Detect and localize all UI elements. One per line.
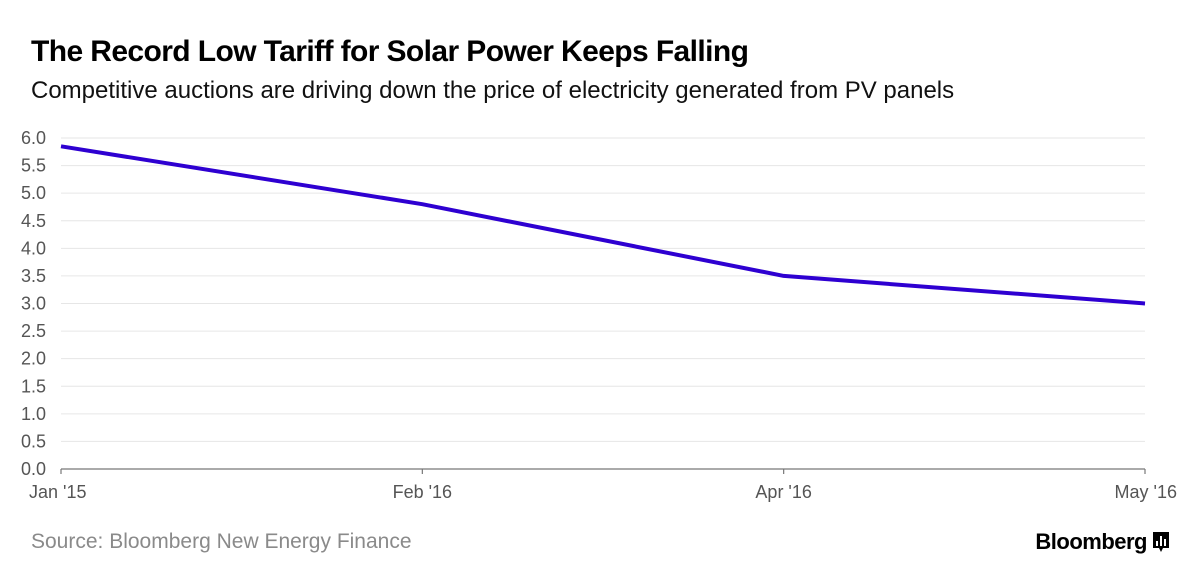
x-tick-label: Feb '16 <box>393 482 452 502</box>
bloomberg-logo: Bloomberg <box>1035 528 1170 556</box>
y-axis-ticks: 0.0 0.5 1.0 1.5 2.0 2.5 3.0 3.5 4.0 4.5 5.0 5.5 6.0 <box>21 128 46 479</box>
y-tick-label: 0.0 <box>21 459 46 479</box>
y-tick-label: 3.5 <box>21 266 46 286</box>
y-tick-label: 1.0 <box>21 404 46 424</box>
chart-title: The Record Low Tariff for Solar Power Ke… <box>31 35 749 68</box>
y-tick-label: 1.5 <box>21 376 46 396</box>
y-tick-label: 5.5 <box>21 156 46 176</box>
x-tick-label: Jan '15 <box>29 482 86 502</box>
y-tick-label: 3.0 <box>21 294 46 314</box>
x-tick-label: May '16 <box>1115 482 1177 502</box>
chart-series <box>60 144 1146 306</box>
y-tick-label: 4.5 <box>21 211 46 231</box>
y-tick-label: 5.0 <box>21 183 46 203</box>
series-line <box>60 144 1146 306</box>
bloomberg-chart-icon <box>1153 532 1169 552</box>
y-tick-label: 0.5 <box>21 431 46 451</box>
y-tick-label: 2.0 <box>21 349 46 369</box>
y-tick-label: 6.0 <box>21 128 46 148</box>
brand-wordmark: Bloomberg <box>1035 529 1147 554</box>
chart-grid <box>61 137 1145 442</box>
y-tick-label: 4.0 <box>21 238 46 258</box>
y-tick-label: 2.5 <box>21 321 46 341</box>
x-axis: Jan '15 Feb '16 Apr '16 May '16 <box>29 468 1177 502</box>
source-note: Source: Bloomberg New Energy Finance <box>31 530 412 553</box>
x-tick-label: Apr '16 <box>755 482 811 502</box>
chart-subtitle: Competitive auctions are driving down th… <box>31 77 955 104</box>
